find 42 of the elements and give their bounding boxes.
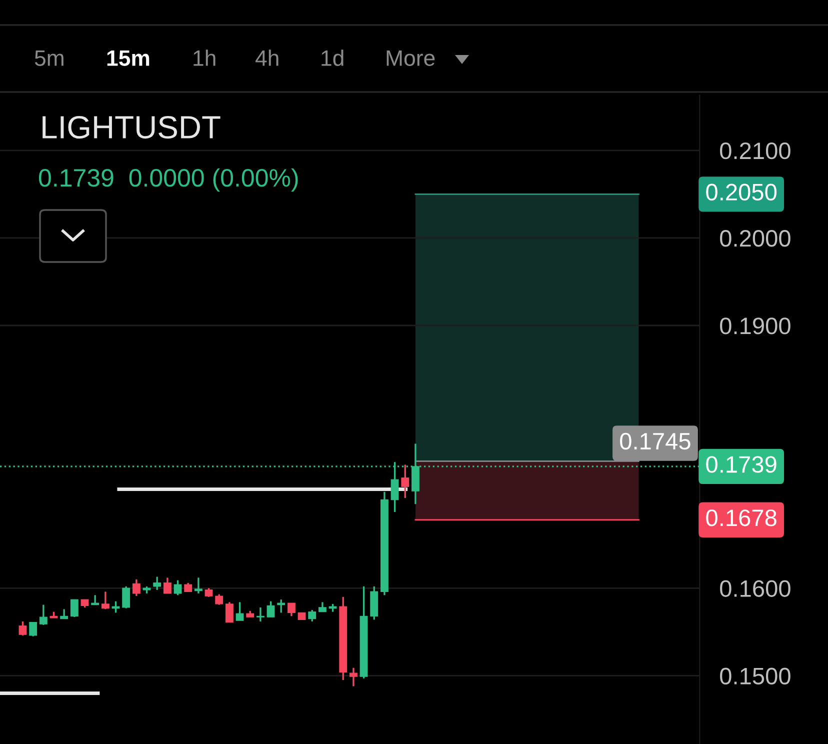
- candlestick: [174, 579, 182, 596]
- candlestick: [18, 620, 27, 636]
- candlestick: [194, 576, 202, 594]
- candlestick: [70, 598, 78, 618]
- candlestick: [318, 601, 326, 613]
- y-tick-label: 0.2000: [720, 230, 790, 247]
- candlestick: [225, 601, 234, 624]
- candlestick: [287, 602, 296, 618]
- candlestick: [122, 586, 130, 610]
- ref-line-label: 0.1739: [706, 456, 776, 473]
- text: 0.1739 0.0000 (0.00%): [38, 168, 298, 192]
- candlestick: [60, 608, 68, 620]
- candlestick: [112, 600, 120, 614]
- text: 4h: [256, 50, 278, 66]
- text: More: [386, 50, 435, 66]
- candlestick: [266, 600, 275, 618]
- y-tick-label: 0.1900: [720, 318, 790, 334]
- candlestick: [308, 609, 316, 622]
- candlestick: [277, 598, 286, 614]
- y-tick-label: 0.1500: [720, 668, 790, 684]
- candlestick: [29, 621, 38, 638]
- candlestick: [39, 604, 48, 626]
- candlestick: [132, 578, 140, 597]
- ref-line-label: 0.2050: [706, 184, 777, 201]
- text: 1h: [194, 50, 216, 66]
- candlestick: [91, 594, 100, 606]
- text: 1d: [322, 50, 344, 66]
- text: LIGHTUSDT: [42, 116, 220, 139]
- candlestick: [401, 464, 410, 499]
- candlestick: [153, 576, 162, 591]
- candlestick: [349, 666, 358, 688]
- text: 15m: [107, 50, 150, 66]
- y-tick-label: 0.2100: [720, 142, 790, 160]
- candlestick: [256, 606, 264, 622]
- text: 5m: [34, 50, 64, 66]
- candlestick: [163, 576, 172, 594]
- candlestick: [215, 593, 224, 606]
- candlestick: [101, 590, 110, 610]
- ref-line-label: 0.1678: [706, 509, 776, 526]
- y-tick-label: 0.1600: [720, 580, 790, 597]
- candlestick: [236, 601, 244, 622]
- ref-line-label: 0.1745: [620, 432, 690, 450]
